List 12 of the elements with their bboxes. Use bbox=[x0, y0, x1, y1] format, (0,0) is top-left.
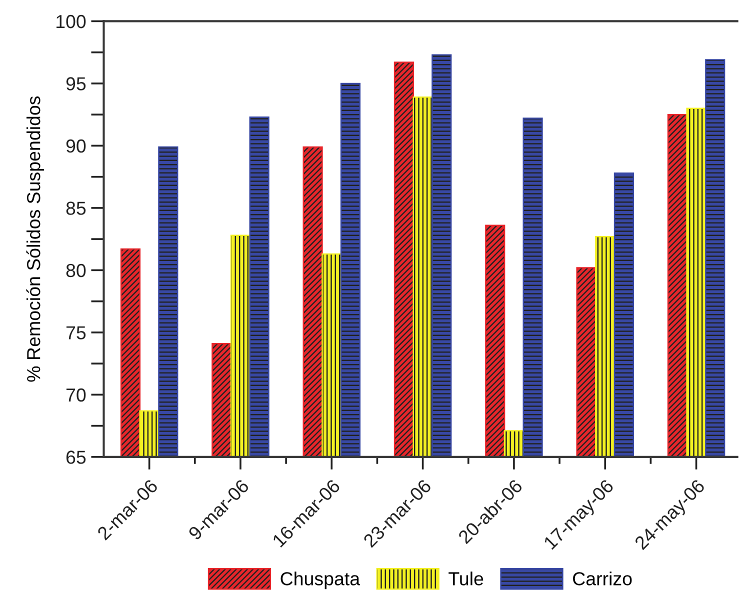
y-tick-label: 85 bbox=[66, 202, 86, 215]
y-tick-label: 70 bbox=[66, 388, 86, 402]
legend-label: Tule bbox=[448, 572, 484, 586]
y-tick-label: 90 bbox=[66, 139, 86, 153]
y-tick-label: 75 bbox=[66, 326, 86, 340]
y-tick-label: 65 bbox=[66, 450, 86, 464]
y-tick-label: 95 bbox=[66, 77, 86, 90]
y-tick-label: 100 bbox=[56, 14, 86, 28]
y-tick-label: 80 bbox=[66, 264, 86, 278]
y-axis-title: % Remoción Sólidos Suspendidos bbox=[26, 96, 44, 382]
legend-label: Chuspata bbox=[280, 572, 360, 590]
legend-label: Carrizo bbox=[573, 572, 632, 586]
